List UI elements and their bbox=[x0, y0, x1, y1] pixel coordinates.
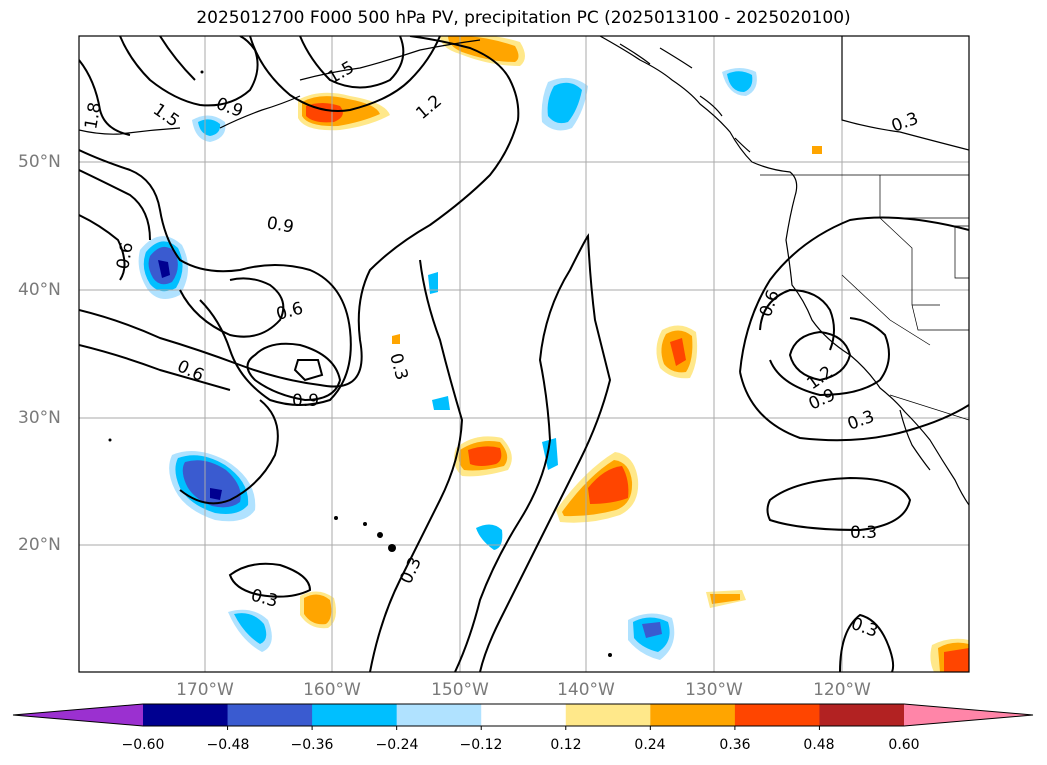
negative-anomaly-57n-129w-mid bbox=[727, 71, 753, 92]
colorbar-tick: −0.60 bbox=[121, 737, 165, 753]
lat-label: 40°N bbox=[18, 280, 61, 300]
lon-label: 130°W bbox=[685, 680, 743, 700]
colorbar-tick: −0.12 bbox=[459, 737, 503, 753]
colorbar-tick: −0.24 bbox=[375, 737, 419, 753]
contour-label: 0.3 bbox=[385, 351, 411, 382]
colorbar-segment bbox=[734, 704, 820, 726]
contour-label: 0.3 bbox=[850, 523, 877, 543]
colorbar-segment bbox=[396, 704, 482, 726]
negative-anomaly-31n-151w bbox=[432, 396, 450, 410]
negative-anomaly-41n-172w-max bbox=[158, 260, 170, 278]
contour-label: 0.3 bbox=[396, 554, 426, 587]
colorbar-tick: 0.36 bbox=[719, 737, 751, 753]
contour-label: 0.9 bbox=[292, 391, 319, 411]
lon-label: 140°W bbox=[557, 680, 615, 700]
colorbar-segment bbox=[143, 704, 229, 726]
map-content: 1.8 1.5 0.9 1.2 1.5 0.9 0.6 0.6 0.6 0.9 … bbox=[79, 36, 969, 672]
positive-anomaly-37n-155w bbox=[392, 334, 400, 344]
colorbar-segment bbox=[227, 704, 313, 726]
positive-anomaly-15n-130w-mid bbox=[710, 594, 740, 604]
contour-label: 0.6 bbox=[274, 299, 305, 325]
contour-label: 1.5 bbox=[325, 57, 358, 88]
negative-anomaly-13n-165w-mid bbox=[234, 613, 267, 644]
colorbar-tick: −0.48 bbox=[206, 737, 250, 753]
positive-anomaly-27n-148w-core bbox=[468, 446, 502, 466]
positive-anomaly-15n-161w-mid bbox=[304, 594, 332, 625]
precipitation-shading bbox=[138, 36, 969, 672]
colorbar-tick: 0.48 bbox=[803, 737, 835, 753]
positive-anomaly-35n-135w-core bbox=[670, 338, 686, 366]
map-plot: 1.8 1.5 0.9 1.2 1.5 0.9 0.6 0.6 0.6 0.9 … bbox=[78, 35, 970, 673]
negative-anomaly-25n-169w-core bbox=[182, 460, 241, 508]
colorbar-tick: −0.36 bbox=[290, 737, 334, 753]
contour-label: 1.5 bbox=[149, 100, 183, 132]
colorbar bbox=[12, 703, 1034, 730]
lon-label: 150°W bbox=[431, 680, 489, 700]
map-frame bbox=[78, 35, 970, 673]
negative-anomaly-13n-136w-core bbox=[642, 622, 662, 638]
colorbar-outline bbox=[12, 703, 1034, 727]
colorbar-segment bbox=[650, 704, 736, 726]
colorbar-tick: 0.12 bbox=[550, 737, 582, 753]
negative-anomaly-19n-149w bbox=[476, 524, 503, 550]
negative-anomaly-53n-168w-mid bbox=[198, 119, 221, 136]
contour-label: 0.6 bbox=[113, 241, 137, 271]
positive-anomaly-24n-139w-core bbox=[588, 466, 629, 504]
map-title: 2025012700 F000 500 hPa PV, precipitatio… bbox=[196, 8, 851, 28]
contour-label: 1.2 bbox=[412, 91, 446, 124]
lon-label: 160°W bbox=[303, 680, 361, 700]
contour-label: 0.3 bbox=[249, 586, 280, 612]
negative-anomaly-39n-152w bbox=[428, 272, 438, 294]
graticule bbox=[79, 36, 969, 672]
contour-label: 0.3 bbox=[845, 407, 877, 435]
colorbar-segment bbox=[565, 704, 651, 726]
negative-anomaly-55n-142w-mid bbox=[547, 82, 582, 124]
lat-label: 30°N bbox=[18, 408, 61, 428]
lon-label: 170°W bbox=[176, 680, 234, 700]
contour-label: 1.8 bbox=[81, 101, 105, 131]
lat-label: 50°N bbox=[18, 152, 61, 172]
colorbar-segment bbox=[819, 704, 905, 726]
colorbar-segment bbox=[312, 704, 398, 726]
colorbar-extend-min bbox=[13, 704, 143, 726]
negative-anomaly-26n-143w bbox=[542, 438, 558, 470]
contour-label: 0.6 bbox=[756, 287, 784, 319]
contour-label: 0.9 bbox=[265, 213, 295, 237]
pv-contours bbox=[79, 36, 969, 672]
positive-anomaly-50n-122w bbox=[812, 146, 822, 154]
colorbar-tick: 0.24 bbox=[634, 737, 666, 753]
colorbar-extend-max bbox=[904, 704, 1033, 726]
contour-label: 0.3 bbox=[889, 109, 921, 137]
colorbar-segment bbox=[481, 704, 567, 726]
negative-anomaly-25n-169w-max bbox=[210, 488, 222, 500]
islands bbox=[108, 70, 612, 657]
contour-label: 0.3 bbox=[848, 614, 880, 642]
colorbar-tick: 0.60 bbox=[888, 737, 920, 753]
coastlines bbox=[79, 36, 969, 506]
positive-anomaly-11n-114w-core bbox=[944, 648, 969, 672]
lon-label: 120°W bbox=[813, 680, 871, 700]
lat-label: 20°N bbox=[18, 535, 61, 555]
